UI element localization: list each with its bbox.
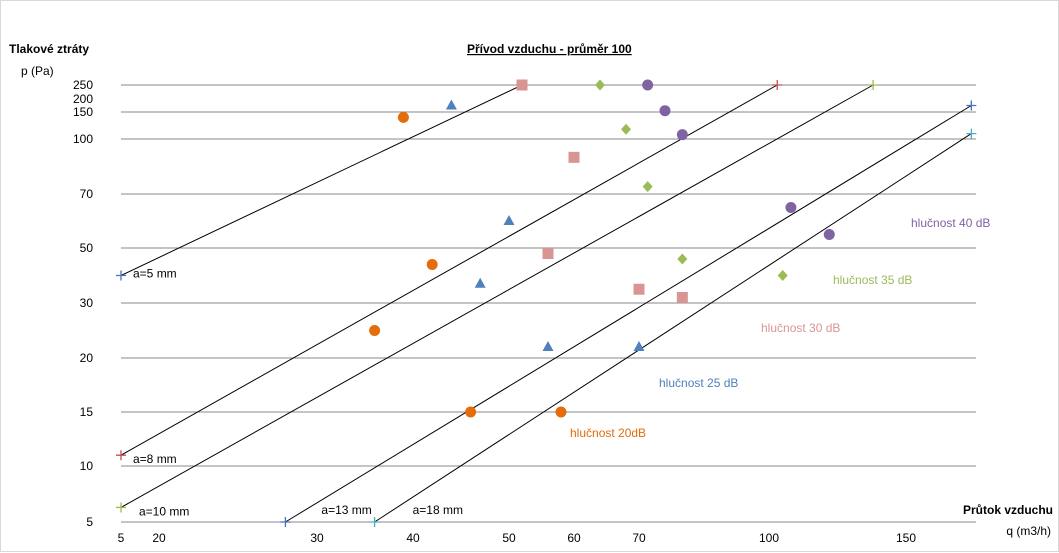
data-point [642,79,654,91]
guide-line [120,84,523,276]
plus-marker [116,502,126,513]
data-point [474,277,486,288]
guide-line-label: a=8 mm [133,452,177,466]
data-point [542,248,554,259]
plus-marker [116,270,126,281]
x-tick-label: 50 [502,531,516,545]
series-label: hlučnost 35 dB [833,273,912,287]
data-point [676,292,688,303]
guide-line [120,84,874,508]
plus-marker [116,450,126,461]
y-tick-label: 200 [73,92,93,106]
x-tick-label: 60 [567,531,581,545]
data-point [445,99,457,110]
data-point [677,253,688,265]
y-tick-label: 250 [73,78,93,92]
data-point [823,229,835,240]
data-markers [369,79,835,418]
data-point [659,105,671,117]
guide-line [120,84,778,456]
y-tick-label: 70 [80,187,94,201]
y-tick-label: 100 [73,132,93,146]
y-tick-label: 50 [80,241,94,255]
y-tick-label: 15 [80,405,94,419]
data-point [555,406,567,418]
y-axis-title: Tlakové ztráty [9,42,89,56]
x-axis-title: Průtok vzduchu [963,503,1053,517]
x-tick-label: 100 [759,531,779,545]
data-point [785,202,797,213]
plus-marker [966,128,977,139]
data-point [369,325,381,336]
plus-marker [280,517,291,527]
y-axis-unit: p (Pa) [21,64,54,78]
y-tick-label: 150 [73,105,93,119]
data-point [465,406,477,418]
x-tick-labels: 5 20 30 40 50 60 70 100 150 [118,531,917,545]
annotations: a=5 mm a=8 mm a=10 mm a=13 mm a=18 mm hlučnos… [133,216,990,518]
guide-line-label: a=10 mm [139,504,189,518]
data-point [676,129,688,141]
x-axis-unit: q (m3/h) [1006,524,1051,538]
guide-lines [116,80,977,527]
plus-marker [868,80,879,90]
y-tick-label: 5 [86,515,93,529]
data-point [595,79,605,91]
series-label: hlučnost 30 dB [761,321,840,335]
y-tick-label: 10 [80,459,94,473]
series-label: hlučnost 20dB [570,426,646,440]
y-tick-label: 30 [80,296,94,310]
x-tick-label: 5 [118,531,125,545]
grid-lines [121,84,976,523]
data-point [397,111,409,123]
data-point [516,79,528,91]
x-tick-label: 70 [632,531,646,545]
guide-line [374,133,972,523]
data-point [642,181,653,193]
data-point [633,283,645,295]
data-point [621,123,631,135]
plus-marker [369,517,380,527]
y-tick-label: 20 [80,351,94,365]
x-tick-label: 20 [152,531,166,545]
x-tick-label: 30 [310,531,324,545]
data-point [426,259,438,270]
plus-marker [966,100,977,111]
x-tick-label: 40 [406,531,420,545]
data-point [568,151,580,163]
plus-marker [772,80,783,90]
guide-line-label: a=18 mm [413,503,463,517]
data-point [503,215,515,225]
guide-line-label: a=5 mm [133,267,177,281]
guide-line-label: a=13 mm [321,503,371,517]
series-label: hlučnost 25 dB [659,376,738,390]
data-point [777,270,788,281]
data-point [633,341,645,351]
data-point [542,341,554,351]
chart-title: Přívod vzduchu - průměr 100 [467,42,632,56]
guide-line [285,105,972,523]
x-tick-label: 150 [896,531,916,545]
series-label: hlučnost 40 dB [911,216,990,230]
